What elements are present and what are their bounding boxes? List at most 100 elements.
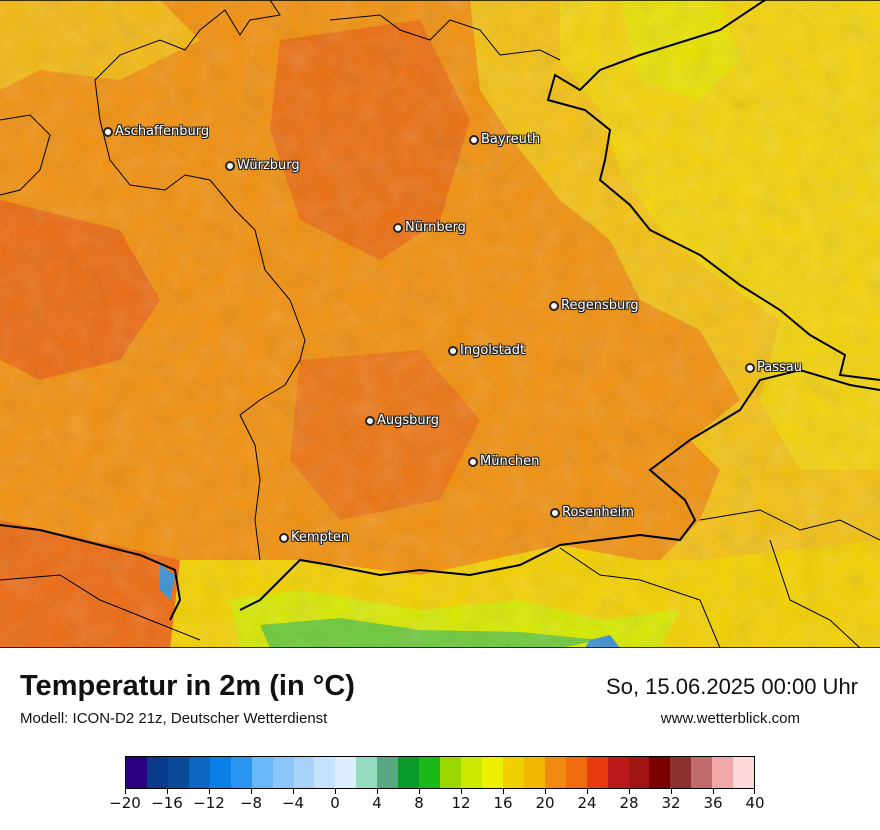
color-scale-swatch xyxy=(146,757,168,788)
city-marker-icon xyxy=(448,345,458,356)
color-scale-tick xyxy=(377,789,378,794)
border-swiss xyxy=(0,524,182,621)
color-scale-swatch xyxy=(251,757,273,788)
color-scale-tick xyxy=(671,789,672,794)
city-label: München xyxy=(480,454,540,470)
field-texture xyxy=(0,0,880,648)
city-nuernberg[interactable]: Nürnberg xyxy=(393,219,466,237)
color-scale-tick-label: 28 xyxy=(619,794,639,812)
color-scale-tick-label: 16 xyxy=(493,794,513,812)
city-label: Nürnberg xyxy=(405,220,466,236)
color-scale xyxy=(125,756,755,789)
color-scale-tick xyxy=(461,789,462,794)
map-canvas xyxy=(0,0,880,648)
color-scale-tick xyxy=(587,789,588,794)
color-scale-tick-label: 0 xyxy=(330,794,340,812)
color-scale-swatch xyxy=(440,757,461,788)
color-scale-swatch xyxy=(335,757,357,788)
city-wuerzburg[interactable]: Würzburg xyxy=(225,157,300,175)
color-scale-tick xyxy=(293,789,294,794)
color-scale-swatch xyxy=(419,757,441,788)
color-scale-tick xyxy=(503,789,504,794)
color-scale-tick-label: 4 xyxy=(372,794,382,812)
city-label: Bayreuth xyxy=(481,132,541,148)
color-scale-swatch xyxy=(398,757,420,788)
color-scale-swatch xyxy=(712,757,734,788)
color-scale-swatch xyxy=(314,757,336,788)
color-scale-tick-label: 36 xyxy=(703,794,723,812)
city-rosenheim[interactable]: Rosenheim xyxy=(550,504,634,522)
border-rlp xyxy=(0,114,51,196)
color-scale-tick xyxy=(419,789,420,794)
color-scale-swatch xyxy=(356,757,378,788)
city-marker-icon xyxy=(468,456,478,467)
city-marker-icon xyxy=(393,222,403,233)
model-info: Modell: ICON-D2 21z, Deutscher Wetterdie… xyxy=(20,710,328,727)
color-scale-tick xyxy=(335,789,336,794)
color-scale-tick-label: −8 xyxy=(239,794,263,812)
color-scale-tick xyxy=(713,789,714,794)
color-scale-swatch xyxy=(209,757,231,788)
city-label: Ingolstadt xyxy=(460,343,526,359)
city-label: Augsburg xyxy=(377,413,440,429)
website-link[interactable]: www.wetterblick.com xyxy=(660,710,800,727)
color-scale-swatch xyxy=(293,757,315,788)
color-scale-swatch xyxy=(272,757,294,788)
color-scale-tick-label: 20 xyxy=(535,794,555,812)
color-scale-swatch xyxy=(126,757,147,788)
city-marker-icon xyxy=(365,415,375,426)
city-label: Würzburg xyxy=(237,158,300,174)
border-bw-hesse xyxy=(94,0,306,561)
color-scale-swatch xyxy=(628,757,650,788)
color-scale-tick xyxy=(545,789,546,794)
city-regensburg[interactable]: Regensburg xyxy=(549,297,639,315)
city-passau[interactable]: Passau xyxy=(745,359,802,377)
color-scale-swatch xyxy=(565,757,587,788)
temperature-map[interactable]: Aschaffenburg Bayreuth Würzburg Nürnberg… xyxy=(0,0,880,648)
border-austria xyxy=(239,368,880,611)
map-footer: Temperatur in 2m (in °C) Modell: ICON-D2… xyxy=(0,648,880,830)
color-scale-tick-label: 40 xyxy=(745,794,765,812)
city-marker-icon xyxy=(225,160,235,171)
city-label: Passau xyxy=(757,360,802,376)
color-scale-swatch xyxy=(670,757,692,788)
color-scale-tick-label: −12 xyxy=(193,794,225,812)
color-scale-tick-label: 12 xyxy=(451,794,471,812)
city-label: Regensburg xyxy=(561,298,639,314)
city-marker-icon xyxy=(469,134,479,145)
city-marker-icon xyxy=(745,362,755,373)
color-scale-swatch xyxy=(481,757,503,788)
city-label: Kempten xyxy=(291,530,350,546)
color-scale-tick xyxy=(167,789,168,794)
city-augsburg[interactable]: Augsburg xyxy=(365,412,439,430)
color-scale-tick-label: −4 xyxy=(281,794,305,812)
city-muenchen[interactable]: München xyxy=(468,453,539,471)
border-czech xyxy=(546,0,880,381)
color-scale-tick-label: 8 xyxy=(414,794,424,812)
color-scale-swatch xyxy=(502,757,524,788)
border-tyrol xyxy=(559,547,721,648)
color-scale-swatch xyxy=(733,757,755,788)
city-kempten[interactable]: Kempten xyxy=(279,529,349,547)
color-scale-swatch xyxy=(691,757,713,788)
color-scale-tick xyxy=(125,789,126,794)
color-scale-swatch xyxy=(586,757,608,788)
city-label: Aschaffenburg xyxy=(115,124,210,140)
city-marker-icon xyxy=(279,532,289,543)
border-thuringia xyxy=(329,14,561,61)
city-ingolstadt[interactable]: Ingolstadt xyxy=(448,342,525,360)
border-salzburg xyxy=(769,539,861,648)
color-scale-swatch xyxy=(167,757,189,788)
color-scale-tick-label: 32 xyxy=(661,794,681,812)
color-scale-tick xyxy=(251,789,252,794)
city-bayreuth[interactable]: Bayreuth xyxy=(469,131,540,149)
color-scale-swatch xyxy=(649,757,671,788)
border-swiss-cantons xyxy=(0,574,201,641)
color-scale-swatch xyxy=(607,757,629,788)
border-austrian-states xyxy=(699,509,880,541)
map-title: Temperatur in 2m (in °C) xyxy=(20,670,355,702)
city-label: Rosenheim xyxy=(562,505,634,521)
color-scale-tick xyxy=(629,789,630,794)
city-aschaffenburg[interactable]: Aschaffenburg xyxy=(103,123,209,141)
color-scale-ticks: −20 −16 −12 −8 −4 0 4 8 12 16 20 24 28 32 36 40 xyxy=(109,789,765,819)
